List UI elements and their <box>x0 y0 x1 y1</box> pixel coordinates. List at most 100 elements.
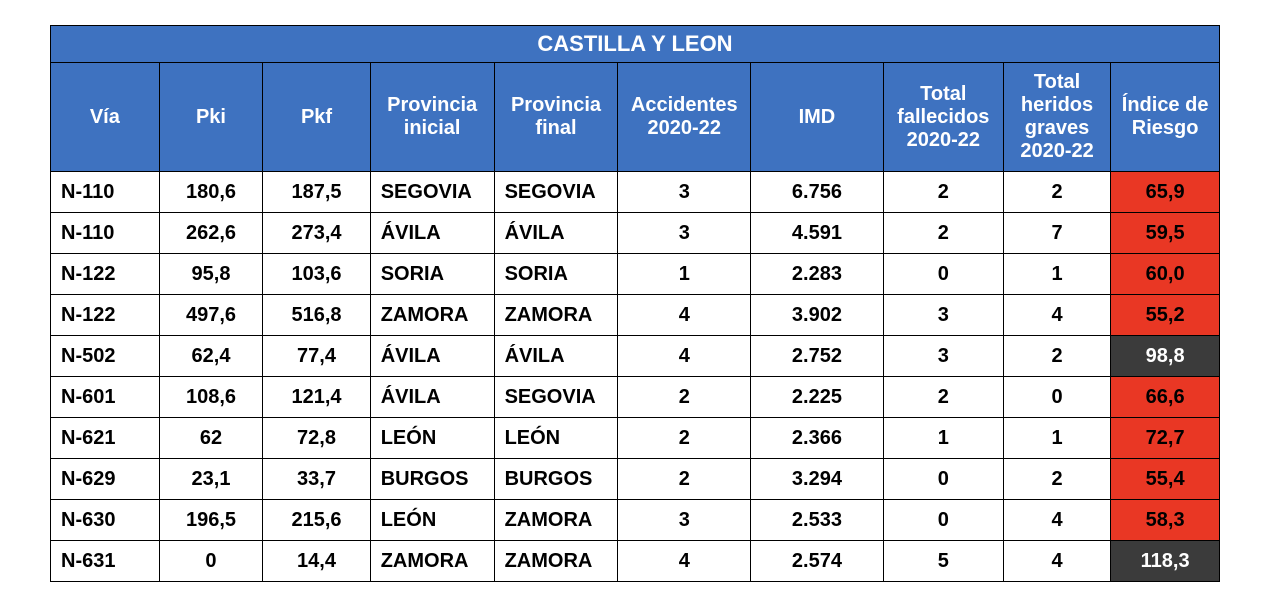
cell-pkf: 187,5 <box>263 172 370 213</box>
cell-fall: 2 <box>883 213 1003 254</box>
col-header-8: Total heridos graves 2020-22 <box>1003 63 1110 172</box>
cell-pkf: 14,4 <box>263 541 370 582</box>
cell-imd: 4.591 <box>751 213 884 254</box>
cell-pf: SEGOVIA <box>494 172 618 213</box>
cell-pi: ÁVILA <box>370 377 494 418</box>
cell-pi: LEÓN <box>370 418 494 459</box>
cell-her: 7 <box>1003 213 1110 254</box>
cell-pki: 108,6 <box>159 377 263 418</box>
cell-pkf: 33,7 <box>263 459 370 500</box>
cell-acc: 4 <box>618 541 751 582</box>
cell-fall: 0 <box>883 254 1003 295</box>
cell-her: 2 <box>1003 459 1110 500</box>
cell-fall: 0 <box>883 500 1003 541</box>
title-row: CASTILLA Y LEON <box>51 26 1220 63</box>
cell-acc: 4 <box>618 336 751 377</box>
cell-pi: LEÓN <box>370 500 494 541</box>
cell-risk: 98,8 <box>1111 336 1220 377</box>
cell-via: N-621 <box>51 418 160 459</box>
cell-pf: SORIA <box>494 254 618 295</box>
cell-risk: 59,5 <box>1111 213 1220 254</box>
cell-pf: SEGOVIA <box>494 377 618 418</box>
cell-pkf: 72,8 <box>263 418 370 459</box>
cell-her: 4 <box>1003 541 1110 582</box>
cell-fall: 0 <box>883 459 1003 500</box>
col-header-2: Pkf <box>263 63 370 172</box>
table-title: CASTILLA Y LEON <box>51 26 1220 63</box>
table-row: N-631014,4ZAMORAZAMORA42.57454118,3 <box>51 541 1220 582</box>
cell-pki: 62,4 <box>159 336 263 377</box>
cell-pi: SORIA <box>370 254 494 295</box>
cell-pkf: 77,4 <box>263 336 370 377</box>
cell-via: N-122 <box>51 254 160 295</box>
header-row: VíaPkiPkfProvincia inicialProvincia fina… <box>51 63 1220 172</box>
cell-her: 4 <box>1003 295 1110 336</box>
table-row: N-50262,477,4ÁVILAÁVILA42.7523298,8 <box>51 336 1220 377</box>
cell-imd: 2.574 <box>751 541 884 582</box>
cell-pki: 62 <box>159 418 263 459</box>
cell-via: N-122 <box>51 295 160 336</box>
cell-pi: ÁVILA <box>370 336 494 377</box>
cell-pf: ZAMORA <box>494 295 618 336</box>
cell-pi: BURGOS <box>370 459 494 500</box>
cell-via: N-630 <box>51 500 160 541</box>
cell-acc: 2 <box>618 377 751 418</box>
cell-imd: 2.752 <box>751 336 884 377</box>
cell-pkf: 516,8 <box>263 295 370 336</box>
cell-her: 2 <box>1003 172 1110 213</box>
cell-pf: ÁVILA <box>494 336 618 377</box>
cell-acc: 2 <box>618 418 751 459</box>
cell-pkf: 121,4 <box>263 377 370 418</box>
road-risk-table: CASTILLA Y LEON VíaPkiPkfProvincia inici… <box>50 25 1220 582</box>
cell-acc: 1 <box>618 254 751 295</box>
table-row: N-110180,6187,5SEGOVIASEGOVIA36.7562265,… <box>51 172 1220 213</box>
cell-imd: 6.756 <box>751 172 884 213</box>
col-header-9: Índice de Riesgo <box>1111 63 1220 172</box>
cell-pi: ZAMORA <box>370 541 494 582</box>
cell-her: 0 <box>1003 377 1110 418</box>
cell-pki: 95,8 <box>159 254 263 295</box>
cell-via: N-502 <box>51 336 160 377</box>
cell-pkf: 273,4 <box>263 213 370 254</box>
table-row: N-601108,6121,4ÁVILASEGOVIA22.2252066,6 <box>51 377 1220 418</box>
col-header-6: IMD <box>751 63 884 172</box>
cell-fall: 2 <box>883 377 1003 418</box>
col-header-7: Total fallecidos 2020-22 <box>883 63 1003 172</box>
cell-risk: 58,3 <box>1111 500 1220 541</box>
cell-her: 4 <box>1003 500 1110 541</box>
cell-via: N-110 <box>51 213 160 254</box>
cell-pki: 0 <box>159 541 263 582</box>
cell-pi: SEGOVIA <box>370 172 494 213</box>
cell-pki: 23,1 <box>159 459 263 500</box>
col-header-0: Vía <box>51 63 160 172</box>
cell-risk: 72,7 <box>1111 418 1220 459</box>
cell-imd: 3.902 <box>751 295 884 336</box>
table-body: N-110180,6187,5SEGOVIASEGOVIA36.7562265,… <box>51 172 1220 582</box>
cell-risk: 65,9 <box>1111 172 1220 213</box>
cell-pf: ÁVILA <box>494 213 618 254</box>
table-row: N-110262,6273,4ÁVILAÁVILA34.5912759,5 <box>51 213 1220 254</box>
cell-pf: ZAMORA <box>494 500 618 541</box>
cell-fall: 1 <box>883 418 1003 459</box>
cell-acc: 4 <box>618 295 751 336</box>
cell-pkf: 103,6 <box>263 254 370 295</box>
cell-pi: ZAMORA <box>370 295 494 336</box>
cell-risk: 66,6 <box>1111 377 1220 418</box>
col-header-5: Accidentes 2020-22 <box>618 63 751 172</box>
cell-fall: 3 <box>883 336 1003 377</box>
table-row: N-6216272,8LEÓNLEÓN22.3661172,7 <box>51 418 1220 459</box>
col-header-3: Provincia inicial <box>370 63 494 172</box>
cell-pki: 262,6 <box>159 213 263 254</box>
table-row: N-630196,5215,6LEÓNZAMORA32.5330458,3 <box>51 500 1220 541</box>
cell-via: N-601 <box>51 377 160 418</box>
cell-imd: 2.366 <box>751 418 884 459</box>
col-header-4: Provincia final <box>494 63 618 172</box>
table-row: N-62923,133,7BURGOSBURGOS23.2940255,4 <box>51 459 1220 500</box>
cell-risk: 55,4 <box>1111 459 1220 500</box>
cell-fall: 5 <box>883 541 1003 582</box>
cell-pkf: 215,6 <box>263 500 370 541</box>
cell-her: 1 <box>1003 418 1110 459</box>
cell-imd: 3.294 <box>751 459 884 500</box>
cell-risk: 55,2 <box>1111 295 1220 336</box>
cell-pki: 497,6 <box>159 295 263 336</box>
